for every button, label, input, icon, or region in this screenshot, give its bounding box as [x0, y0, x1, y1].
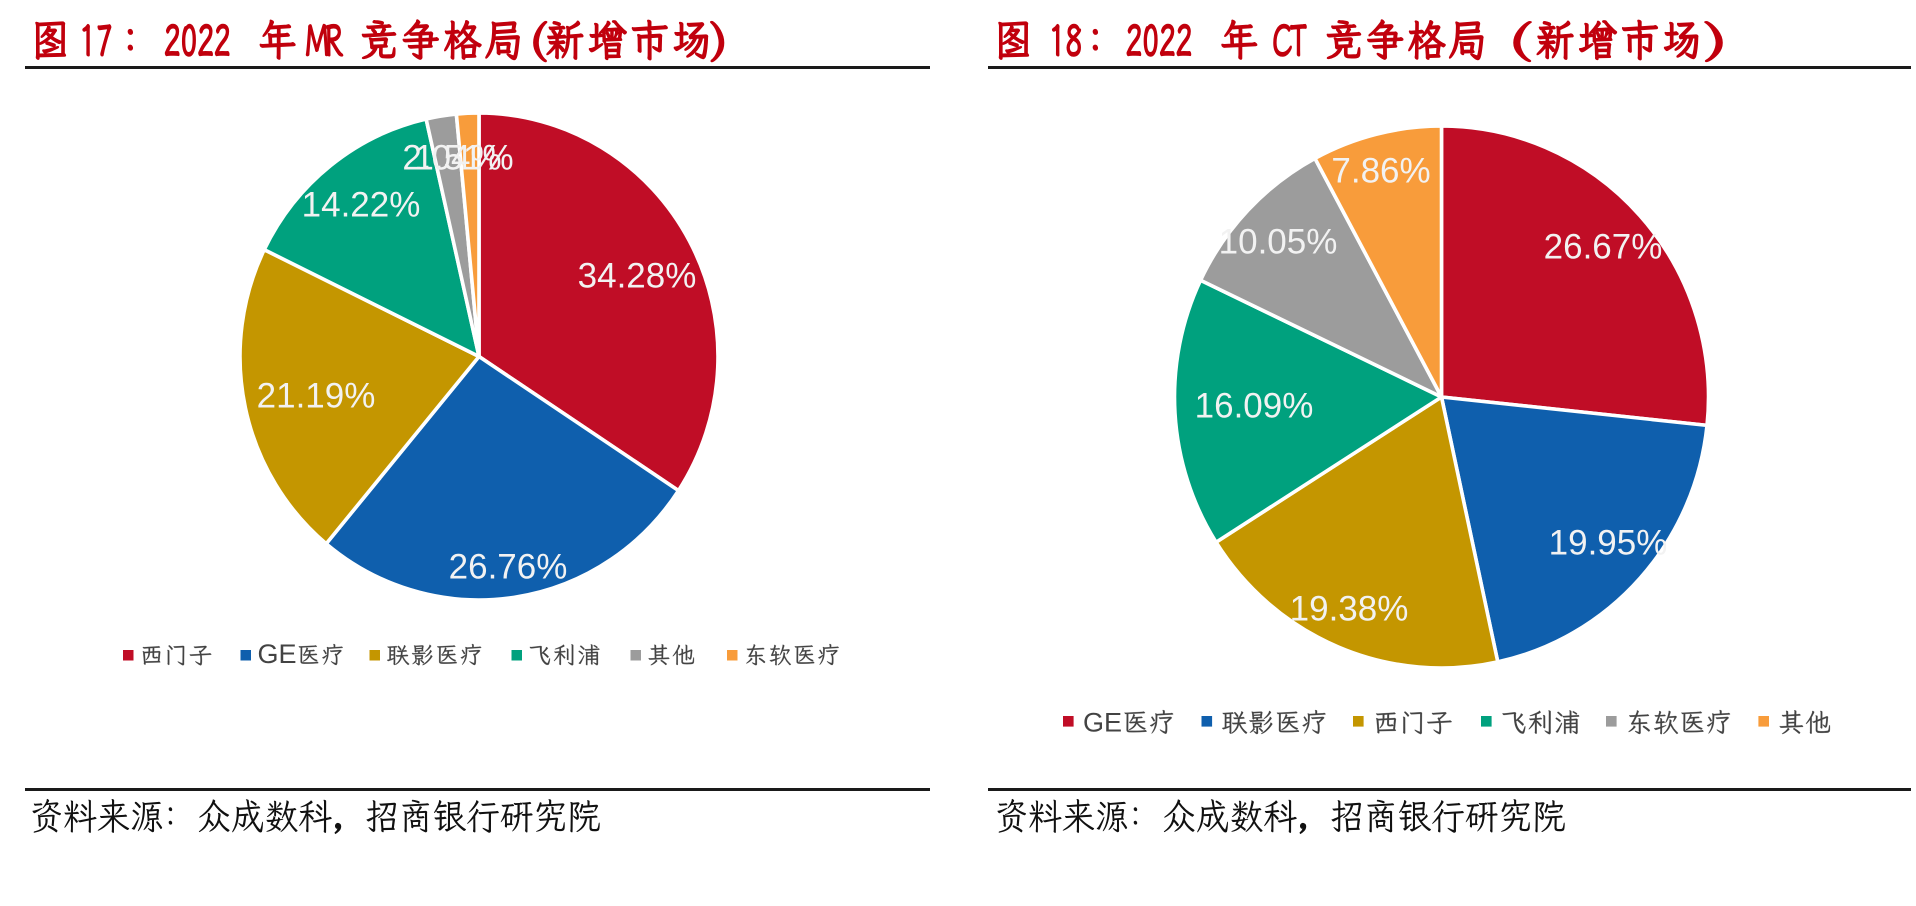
- svg-text:7.86%: 7.86%: [1331, 152, 1430, 191]
- svg-text:26.76%: 26.76%: [449, 548, 568, 587]
- svg-text:1.51%: 1.51%: [414, 139, 513, 178]
- svg-text:26.67%: 26.67%: [1544, 228, 1663, 267]
- svg-text:2.04%: 2.04%: [402, 139, 501, 178]
- svg-text:14.22%: 14.22%: [302, 186, 421, 225]
- svg-text:GE: GE: [258, 639, 297, 669]
- svg-text:10.05%: 10.05%: [1219, 223, 1338, 262]
- svg-text:16.09%: 16.09%: [1195, 387, 1314, 426]
- svg-text:19.38%: 19.38%: [1290, 590, 1409, 629]
- svg-text:21.19%: 21.19%: [257, 377, 376, 416]
- svg-text:34.28%: 34.28%: [578, 257, 697, 296]
- svg-text:19.95%: 19.95%: [1549, 524, 1668, 563]
- svg-text:GE: GE: [1083, 708, 1122, 738]
